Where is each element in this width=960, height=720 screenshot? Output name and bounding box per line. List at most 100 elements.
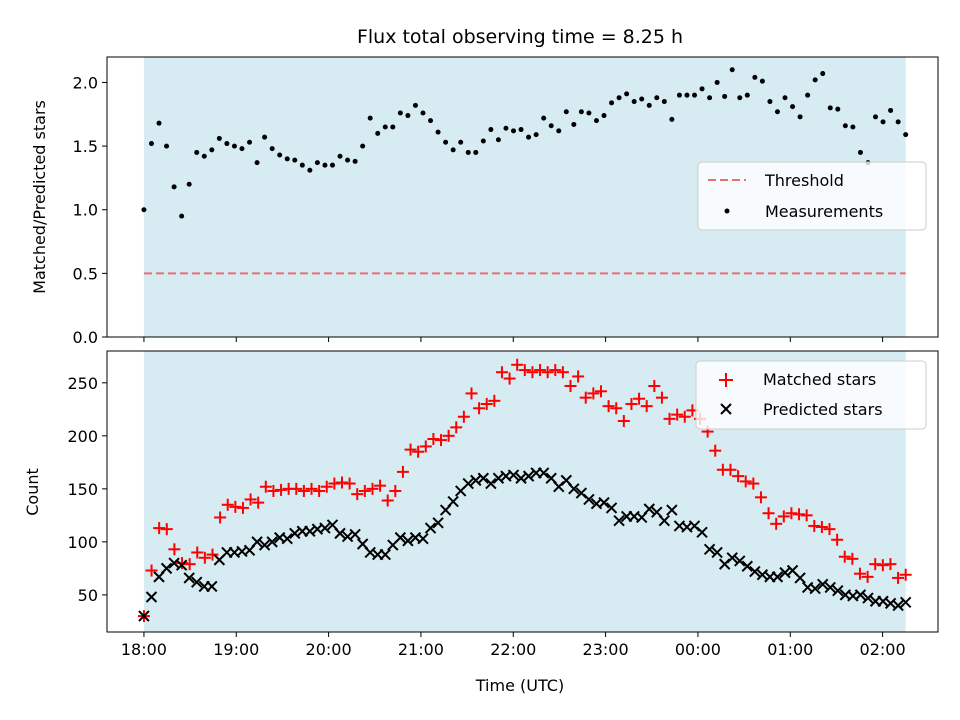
top-y-axis: 0.0 0.5 1.0 1.5 2.0	[73, 73, 107, 347]
predicted-point	[568, 483, 580, 495]
measurement-point	[194, 149, 200, 155]
predicted-point	[402, 535, 414, 547]
matched-point	[587, 387, 600, 400]
matched-point	[846, 552, 859, 565]
legend-threshold-label: Threshold	[764, 171, 844, 190]
matched-point	[267, 484, 280, 497]
predicted-point	[741, 560, 754, 572]
measurement-point	[722, 93, 728, 99]
measurement-point	[284, 156, 290, 162]
matched-point	[191, 546, 204, 559]
measurement-point	[299, 162, 305, 168]
matched-point	[457, 410, 470, 423]
matched-point	[328, 477, 341, 490]
matched-point	[754, 491, 767, 504]
y-tick-label: 0.0	[73, 328, 98, 347]
predicted-point	[462, 477, 474, 490]
matched-point	[358, 484, 371, 497]
matched-point	[831, 533, 844, 546]
measurement-point	[759, 78, 765, 84]
matched-point	[617, 414, 630, 427]
measurement-point	[337, 153, 343, 159]
matched-point	[556, 366, 569, 379]
y-tick-label: 50	[78, 586, 98, 605]
legend-predicted-swatch	[720, 403, 732, 415]
legend-matched-label: Matched stars	[763, 370, 876, 389]
matched-point	[625, 398, 638, 411]
predicted-point	[175, 559, 188, 571]
predicted-point	[349, 528, 361, 541]
matched-point	[861, 570, 874, 583]
measurement-point	[624, 91, 630, 97]
y-tick-label: 2.0	[73, 73, 98, 92]
matched-point	[762, 507, 775, 520]
predicted-point	[281, 532, 293, 545]
predicted-point	[537, 467, 550, 479]
legend-measurements-label: Measurements	[765, 202, 883, 221]
matched-point	[594, 385, 607, 398]
matched-point	[815, 521, 828, 534]
measurement-point	[367, 115, 373, 121]
measurement-point	[556, 128, 562, 134]
y-tick-label: 250	[67, 374, 98, 393]
measurement-point	[548, 123, 554, 129]
matched-point	[320, 480, 333, 493]
measurement-point	[533, 132, 539, 138]
measurement-point	[239, 146, 245, 152]
measurement-point	[488, 127, 494, 133]
y-tick-label: 1.5	[73, 137, 98, 156]
y-tick-label: 100	[67, 533, 98, 552]
matched-point	[412, 445, 425, 458]
predicted-point	[794, 572, 806, 584]
matched-point	[541, 366, 554, 379]
measurement-point	[231, 143, 237, 149]
predicted-point	[138, 610, 150, 622]
matched-point	[518, 364, 531, 377]
matched-point	[297, 484, 310, 497]
matched-point	[724, 463, 737, 476]
matched-point	[503, 372, 516, 385]
measurement-point	[571, 121, 577, 127]
measurement-point	[156, 120, 162, 126]
measurement-point	[684, 92, 690, 98]
bottom-legend-box	[695, 360, 927, 430]
measurement-point	[805, 92, 811, 98]
measurement-point	[269, 146, 275, 152]
predicted-point	[892, 599, 904, 612]
predicted-point	[862, 592, 874, 604]
matched-point	[793, 508, 806, 521]
predicted-point	[583, 493, 595, 506]
predicted-point	[145, 591, 158, 603]
matched-point	[838, 550, 851, 563]
matched-point	[564, 379, 577, 392]
measurement-point	[729, 67, 735, 73]
matched-point	[473, 402, 486, 415]
predicted-point	[160, 562, 173, 575]
matched-point	[244, 493, 257, 506]
matched-point	[343, 477, 356, 490]
measurement-point	[390, 124, 396, 130]
predicted-point	[477, 472, 490, 484]
top-y-axis-label: Matched/Predicted stars	[30, 100, 49, 294]
predicted-point	[643, 503, 655, 515]
x-tick-label: 01:00	[767, 640, 813, 659]
matched-point	[160, 523, 173, 536]
measurement-point	[503, 125, 509, 131]
matched-point	[427, 433, 440, 446]
measurement-point	[141, 207, 147, 213]
matched-point	[808, 519, 821, 532]
measurement-point	[435, 129, 441, 135]
matched-point	[610, 402, 623, 415]
bottom-y-axis: 50 100 150 200 250	[67, 374, 107, 605]
measurement-point	[699, 86, 705, 92]
measurement-point	[277, 152, 283, 158]
matched-point	[671, 408, 684, 421]
legend-measurements-swatch	[724, 208, 730, 214]
measurement-point	[465, 149, 471, 155]
chart-title: Flux total observing time = 8.25 h	[357, 26, 683, 48]
measurement-point	[480, 138, 486, 144]
legend-predicted-label: Predicted stars	[763, 400, 883, 419]
top-axes-frame	[106, 56, 939, 338]
matched-point	[396, 465, 409, 478]
matched-point	[663, 412, 676, 425]
